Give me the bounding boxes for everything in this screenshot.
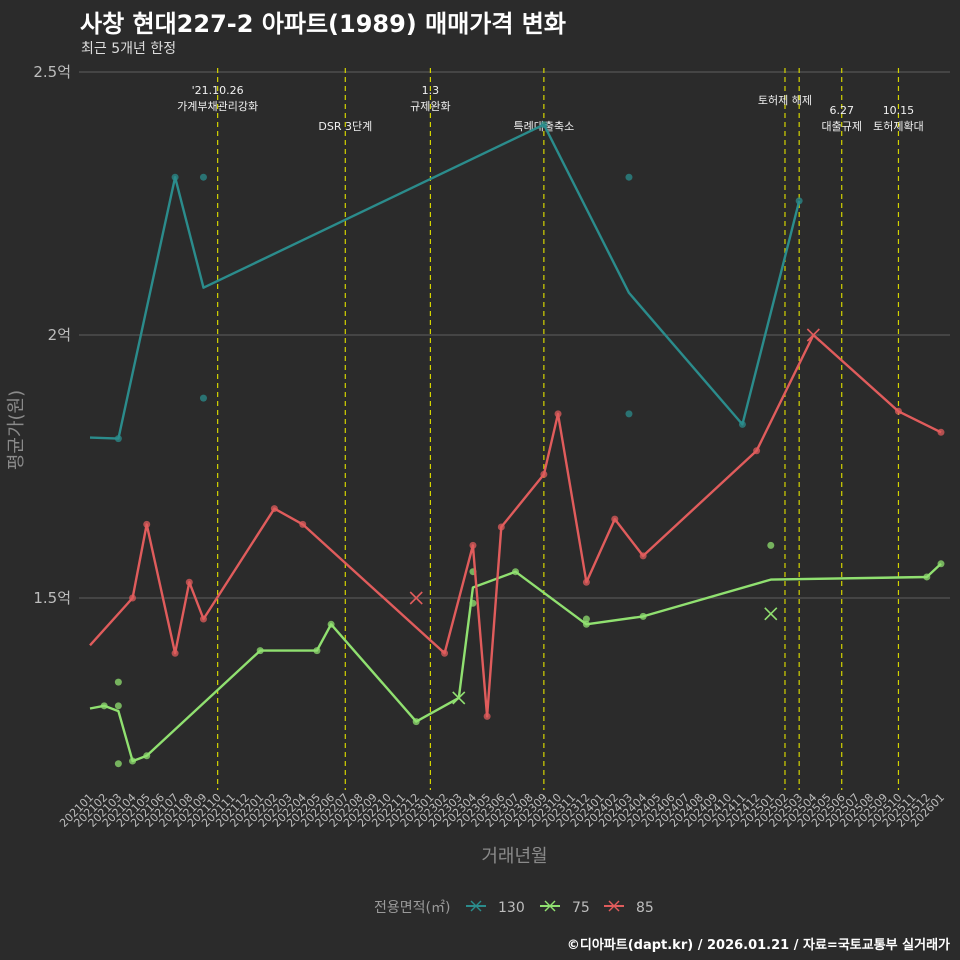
data-point-75 xyxy=(639,612,647,620)
data-point-75 xyxy=(143,752,151,760)
data-point-75 xyxy=(582,615,590,623)
data-point-75 xyxy=(114,702,122,710)
data-point-75 xyxy=(582,620,590,628)
event-label: 규제완화 xyxy=(410,100,450,113)
data-point-75 xyxy=(114,760,122,768)
data-point-85 xyxy=(171,649,179,657)
data-point-85 xyxy=(540,470,548,478)
event-label: 토허제 해제 xyxy=(758,93,812,107)
data-point-75 xyxy=(767,541,775,549)
data-point-75 xyxy=(114,678,122,686)
data-point-85 xyxy=(894,407,902,415)
data-point-75 xyxy=(313,647,321,655)
y-tick-label: 2.5억 xyxy=(33,63,71,81)
data-point-85 xyxy=(441,649,449,657)
data-point-130 xyxy=(171,173,179,181)
data-point-85 xyxy=(483,712,491,720)
data-point-85 xyxy=(270,505,278,513)
data-point-85 xyxy=(937,428,945,436)
event-label: 가계부채관리강화 xyxy=(177,100,258,113)
data-point-130 xyxy=(738,420,746,428)
data-point-85 xyxy=(639,552,647,560)
chart-subtitle: 최근 5개년 한정 xyxy=(81,41,177,57)
data-point-85 xyxy=(469,541,477,549)
data-point-130 xyxy=(625,410,633,418)
source-caption: ©디아파트(dapt.kr) / 2026.01.21 / 자료=국토교통부 실… xyxy=(566,938,950,953)
x-axis-title: 거래년월 xyxy=(481,846,547,867)
y-tick-label: 1.5억 xyxy=(33,589,71,607)
data-point-85 xyxy=(611,515,619,523)
data-point-130 xyxy=(795,197,803,205)
cross-point-85 xyxy=(409,591,423,605)
data-point-75 xyxy=(256,647,264,655)
data-point-85 xyxy=(582,578,590,586)
y-tick-label: 2억 xyxy=(48,326,71,344)
series-line-130 xyxy=(89,123,801,440)
legend-label-75: 75 xyxy=(572,900,590,916)
y-axis-title: 평균가(원) xyxy=(6,390,27,470)
chart-title: 사창 현대227-2 아파트(1989) 매매가격 변화 xyxy=(80,10,566,38)
data-point-85 xyxy=(129,594,137,602)
cross-point-85 xyxy=(806,328,820,342)
data-point-85 xyxy=(497,523,505,531)
cross-point-75 xyxy=(452,691,466,705)
event-label: 10.15 xyxy=(883,104,915,117)
event-label: 토허제확대 xyxy=(873,120,924,133)
data-point-85 xyxy=(185,578,193,586)
legend-label-130: 130 xyxy=(498,900,525,916)
event-label: '21.10.26 xyxy=(192,84,244,97)
legend-title: 전용면적(㎡) xyxy=(374,900,450,916)
data-point-75 xyxy=(327,620,335,628)
data-point-130 xyxy=(540,121,548,129)
data-point-85 xyxy=(554,410,562,418)
data-point-85 xyxy=(299,520,307,528)
data-point-75 xyxy=(469,599,477,607)
data-point-85 xyxy=(199,615,207,623)
data-point-130 xyxy=(114,435,122,443)
data-point-75 xyxy=(937,560,945,568)
data-point-75 xyxy=(923,573,931,581)
legend-label-85: 85 xyxy=(636,900,654,916)
legend-swatch-cross-85 xyxy=(608,900,620,912)
data-point-130 xyxy=(199,394,207,402)
data-point-130 xyxy=(199,173,207,181)
data-point-75 xyxy=(129,757,137,765)
data-point-75 xyxy=(512,568,519,576)
event-label: DSR 3단계 xyxy=(318,120,372,133)
event-label: 6.27 xyxy=(829,104,854,117)
data-point-75 xyxy=(100,702,108,710)
legend-swatch-cross-75 xyxy=(544,900,556,912)
event-label: 1.3 xyxy=(422,84,440,97)
event-label: 대출규제 xyxy=(821,120,861,133)
data-point-130 xyxy=(625,173,633,181)
legend-swatch-cross-130 xyxy=(470,900,482,912)
data-point-85 xyxy=(753,447,761,455)
data-point-75 xyxy=(412,718,420,726)
cross-point-75 xyxy=(764,607,778,621)
data-point-85 xyxy=(143,520,151,528)
